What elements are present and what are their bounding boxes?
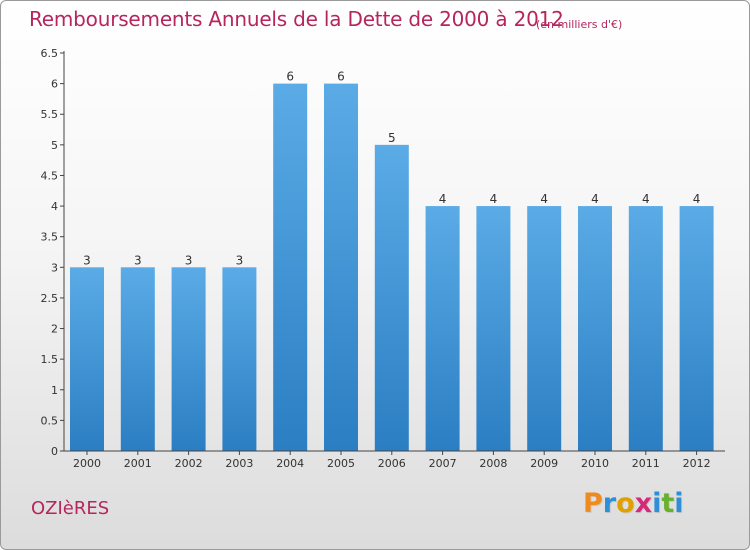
- bar-value-label: 4: [642, 192, 650, 206]
- x-tick-label: 2007: [429, 457, 457, 470]
- x-tick-label: 2012: [683, 457, 711, 470]
- logo-letter: r: [602, 488, 617, 519]
- bar-value-label: 3: [185, 253, 193, 267]
- x-tick-label: 2008: [479, 457, 507, 470]
- bar-2008: [476, 206, 511, 451]
- bar-2011: [628, 206, 663, 451]
- y-tick-label: 5: [51, 139, 58, 152]
- y-tick-label: 6: [51, 78, 58, 91]
- bar-2010: [578, 206, 612, 451]
- x-tick-label: 2009: [530, 457, 558, 470]
- bar-value-label: 5: [388, 131, 396, 145]
- bar-value-label: 4: [591, 192, 599, 206]
- bar-2005: [324, 83, 358, 451]
- bar-2001: [120, 267, 155, 451]
- x-axis: 2000 2001 2002 2003 2004 2005 2006 2007 2008 2009…: [64, 450, 725, 470]
- x-tick-label: 2002: [175, 457, 203, 470]
- bar-2012: [679, 206, 714, 451]
- logo-letter: x: [634, 488, 653, 519]
- bar-value-label: 4: [693, 192, 701, 206]
- y-tick-label: 1.5: [41, 353, 59, 366]
- bar-value-label: 3: [236, 253, 244, 267]
- bar-2000: [70, 267, 104, 451]
- y-tick-label: 6.5: [41, 47, 59, 60]
- bar-value-label: 4: [439, 192, 447, 206]
- chart-unit-label: (en milliers d'€): [536, 18, 623, 31]
- x-tick-label: 2001: [124, 457, 152, 470]
- logo-letter: o: [616, 488, 635, 519]
- logo-letter: i: [674, 488, 684, 519]
- bar-2004: [273, 83, 308, 451]
- logo-letter: i: [652, 488, 662, 519]
- y-tick-label: 5.5: [41, 108, 59, 121]
- bar-2003: [222, 267, 257, 451]
- logo-letter: P: [583, 488, 603, 519]
- y-tick-label: 1: [51, 384, 58, 397]
- x-tick-label: 2004: [276, 457, 304, 470]
- bar-2009: [527, 206, 562, 451]
- bar-value-label: 6: [337, 70, 345, 84]
- y-tick-label: 4.5: [41, 169, 59, 182]
- y-tick-label: 0: [51, 445, 58, 458]
- x-tick-label: 2010: [581, 457, 609, 470]
- x-tick-label: 2005: [327, 457, 355, 470]
- chart-title: Remboursements Annuels de la Dette de 20…: [29, 7, 564, 31]
- bar-value-label: 4: [540, 192, 548, 206]
- y-tick-label: 2.5: [41, 292, 59, 305]
- commune-name: OZIèRES: [31, 498, 110, 519]
- bar-2006: [374, 144, 409, 451]
- y-tick-label: 0.5: [41, 414, 59, 427]
- x-tick-label: 2011: [632, 457, 660, 470]
- bar-value-label: 6: [286, 70, 294, 84]
- x-tick-label: 2000: [73, 457, 101, 470]
- x-tick-label: 2003: [225, 457, 253, 470]
- proxiti-logo[interactable]: Proxiti: [583, 488, 684, 519]
- bar-value-label: 3: [83, 253, 91, 267]
- bar-value-label: 4: [490, 192, 498, 206]
- y-tick-label: 3: [51, 261, 58, 274]
- bar-value-label: 3: [134, 253, 142, 267]
- y-tick-label: 2: [51, 323, 58, 336]
- bars: 3 3 3 3 6 6 5 4 4 4 4 4 4: [70, 70, 714, 451]
- logo-letter: t: [661, 488, 675, 519]
- bar-2007: [425, 206, 460, 451]
- y-tick-label: 4: [51, 200, 58, 213]
- y-axis: 0 0.5 1 1.5 2 2.5 3 3.5 4 4.5 5 5.5 6 6.5: [41, 47, 65, 458]
- x-tick-label: 2006: [378, 457, 406, 470]
- bar-2002: [171, 267, 206, 451]
- y-tick-label: 3.5: [41, 231, 59, 244]
